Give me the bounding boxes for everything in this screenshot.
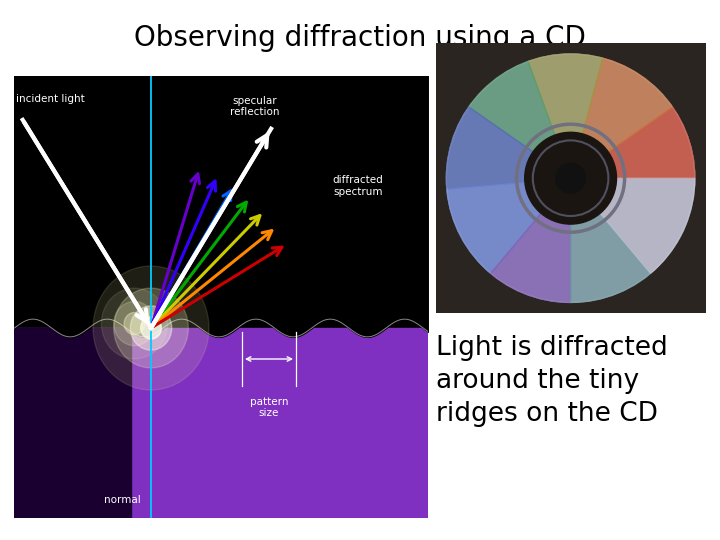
Wedge shape (469, 62, 571, 178)
Wedge shape (446, 107, 571, 189)
Circle shape (102, 288, 168, 359)
Wedge shape (571, 178, 695, 273)
Wedge shape (571, 107, 695, 178)
Text: Observing diffraction using a CD: Observing diffraction using a CD (134, 24, 586, 52)
Text: incident light: incident light (17, 94, 85, 104)
Circle shape (114, 288, 189, 368)
Text: Light is diffracted
around the tiny
ridges on the CD: Light is diffracted around the tiny ridg… (436, 335, 667, 427)
Text: normal: normal (104, 495, 140, 505)
Wedge shape (528, 54, 603, 178)
Wedge shape (570, 178, 650, 302)
Wedge shape (447, 178, 571, 273)
Bar (14, 328, 428, 518)
Circle shape (114, 301, 156, 346)
Text: pattern
size: pattern size (250, 396, 288, 418)
Wedge shape (571, 58, 672, 178)
Circle shape (446, 54, 695, 302)
Circle shape (93, 266, 209, 390)
Circle shape (446, 54, 695, 302)
Circle shape (525, 132, 616, 224)
Circle shape (130, 306, 172, 350)
Text: diffracted
spectrum: diffracted spectrum (332, 176, 383, 197)
Circle shape (140, 317, 161, 339)
Circle shape (124, 313, 145, 335)
Bar (14, 328, 130, 518)
Circle shape (556, 163, 585, 193)
Text: specular
reflection: specular reflection (230, 96, 279, 118)
Wedge shape (491, 178, 571, 302)
